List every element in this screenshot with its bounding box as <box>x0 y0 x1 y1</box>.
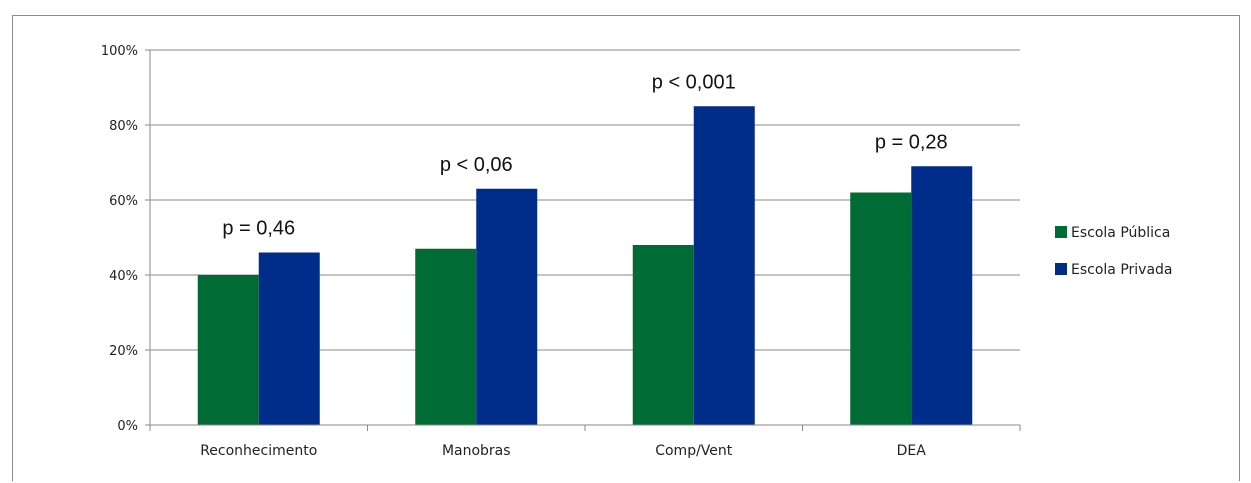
legend-swatch <box>1055 263 1067 275</box>
x-axis-labels: Reconhecimento Manobras Comp/Vent DEA <box>200 443 926 459</box>
x-tick-label: DEA <box>897 443 927 459</box>
legend-label: Escola Privada <box>1071 262 1173 278</box>
y-axis-ticks: 0% 20% 40% 60% 80% 100% <box>101 44 150 434</box>
bar-escola-privada <box>693 106 755 425</box>
p-value-annotation: p < 0,06 <box>440 154 513 176</box>
y-tick-label: 100% <box>101 44 138 59</box>
x-tick-label: Comp/Vent <box>655 443 733 459</box>
annotations: p = 0,46 p < 0,06 p < 0,001 p = 0,28 <box>222 71 947 239</box>
bar-escola-publica <box>197 275 259 425</box>
bar-escola-privada <box>476 188 538 425</box>
legend-swatch <box>1055 226 1067 238</box>
bar-escola-privada <box>258 252 320 425</box>
y-tick-label: 20% <box>109 344 138 359</box>
y-tick-label: 0% <box>117 419 138 434</box>
p-value-annotation: p = 0,46 <box>222 218 295 240</box>
y-tick-label: 60% <box>109 194 138 209</box>
x-tick-label: Manobras <box>442 443 511 459</box>
y-tick-label: 40% <box>109 269 138 284</box>
bars <box>197 106 973 425</box>
bar-escola-publica <box>415 248 477 425</box>
axes <box>149 50 1021 431</box>
bar-escola-privada <box>911 166 973 425</box>
bar-escola-publica <box>850 192 912 425</box>
legend: Escola Pública Escola Privada <box>1055 225 1173 278</box>
x-tick-label: Reconhecimento <box>200 443 317 459</box>
p-value-annotation: p = 0,28 <box>875 131 948 153</box>
bar-escola-publica <box>632 245 694 425</box>
y-tick-label: 80% <box>109 119 138 134</box>
p-value-annotation: p < 0,001 <box>652 71 736 93</box>
legend-label: Escola Pública <box>1071 225 1170 241</box>
